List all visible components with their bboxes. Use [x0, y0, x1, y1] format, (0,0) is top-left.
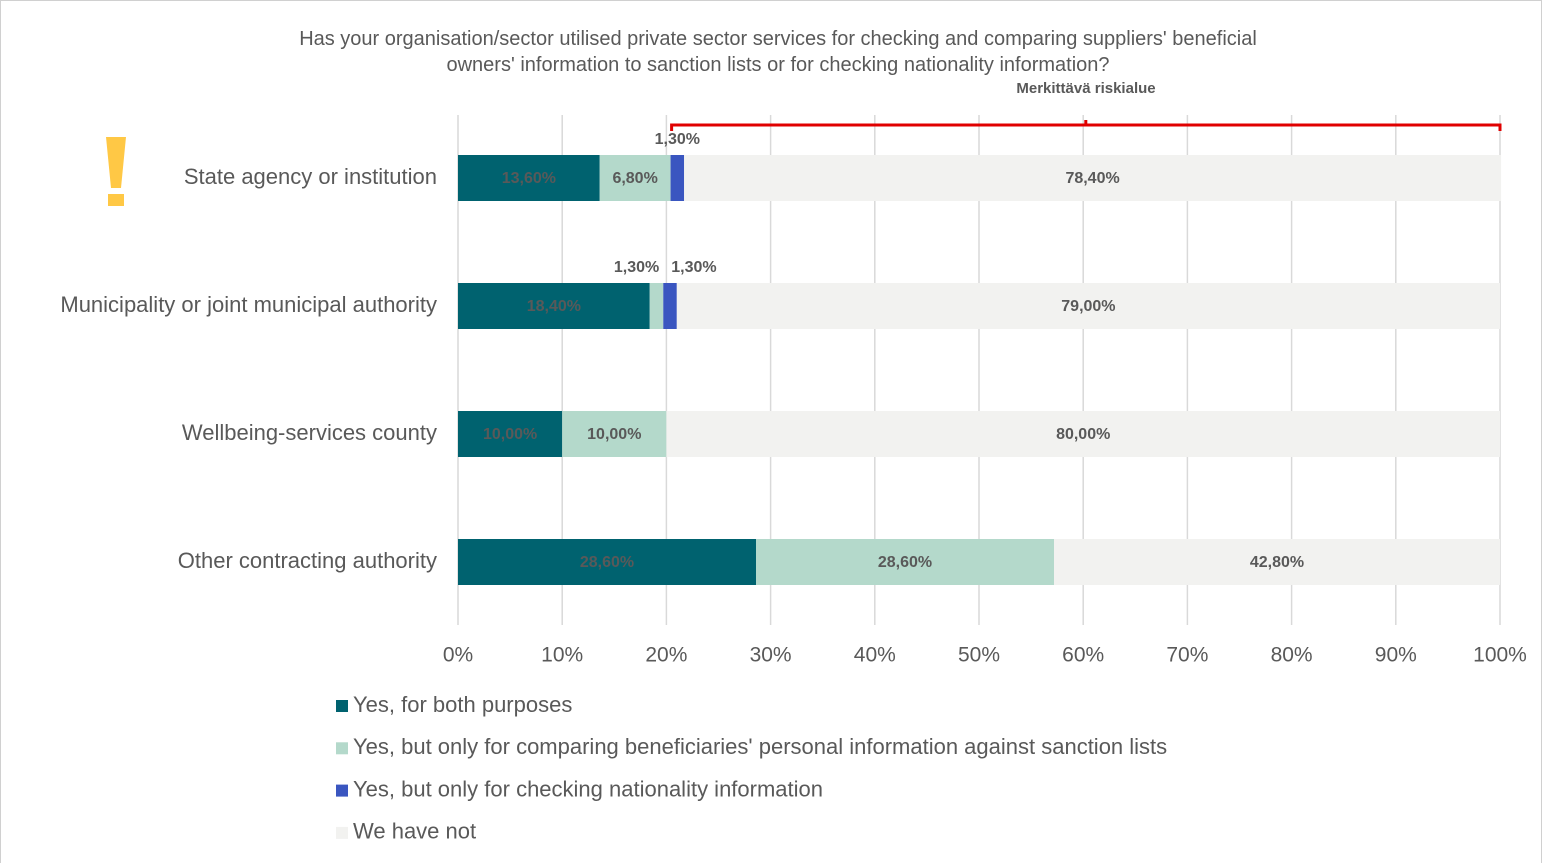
x-tick-label: 50% [958, 644, 1000, 667]
y-tick-label: Wellbeing-services county [182, 420, 437, 445]
data-label: 78,40% [1065, 170, 1119, 187]
data-label: 1,30% [614, 259, 659, 276]
legend-label: Yes, for both purposes [353, 692, 572, 717]
y-tick-label: Other contracting authority [178, 548, 437, 573]
data-label: 10,00% [483, 426, 537, 443]
x-tick-label: 100% [1473, 644, 1527, 667]
x-tick-label: 60% [1062, 644, 1104, 667]
bar-segment [1054, 539, 1500, 585]
x-tick-label: 0% [443, 644, 473, 667]
bar-segment [756, 539, 1055, 585]
bar-segment [458, 411, 563, 457]
legend-swatch [336, 700, 348, 712]
chart-title: Has your organisation/sector utilised pr… [299, 28, 1257, 76]
bar-segment [684, 155, 1502, 201]
bar-segment [649, 283, 664, 329]
legend-label: Yes, but only for comparing beneficiarie… [353, 734, 1167, 759]
x-tick-label: 80% [1271, 644, 1313, 667]
data-label: 18,40% [527, 298, 581, 315]
legend-label: We have not [353, 819, 476, 844]
x-tick-label: 30% [750, 644, 792, 667]
data-label: 1,30% [671, 259, 716, 276]
data-label: 42,80% [1250, 554, 1304, 571]
x-tick-label: 20% [645, 644, 687, 667]
x-tick-label: 10% [541, 644, 583, 667]
annotation-text: Merkittävä riskialue [1016, 80, 1155, 97]
y-tick-label: State agency or institution [184, 164, 437, 189]
legend-swatch [336, 826, 348, 839]
data-label: 1,30% [655, 131, 700, 148]
data-label: 28,60% [878, 554, 932, 571]
x-tick-label: 40% [854, 644, 896, 667]
bar-segment [458, 283, 650, 329]
bar-segment [670, 155, 685, 201]
data-label: 10,00% [587, 426, 641, 443]
data-label: 28,60% [580, 554, 634, 571]
bar-segment [458, 539, 757, 585]
y-tick-label: Municipality or joint municipal authorit… [60, 292, 437, 317]
x-tick-label: 90% [1375, 644, 1417, 667]
annotation-bracket [670, 120, 1502, 131]
legend-swatch [336, 742, 348, 755]
bar-segment [458, 155, 600, 201]
bar-segment [666, 411, 1500, 457]
legend-label: Yes, but only for checking nationality i… [353, 776, 823, 801]
warning-icon [106, 137, 126, 206]
bar-segment [599, 155, 671, 201]
legend-swatch [336, 784, 348, 797]
bar-segment [676, 283, 1500, 329]
data-label: 6,80% [612, 170, 657, 187]
data-label: 13,60% [502, 170, 556, 187]
bar-segment [562, 411, 667, 457]
data-label: 80,00% [1056, 426, 1110, 443]
bar-segment [663, 283, 677, 329]
data-label: 79,00% [1061, 298, 1115, 315]
x-tick-label: 70% [1166, 644, 1208, 667]
